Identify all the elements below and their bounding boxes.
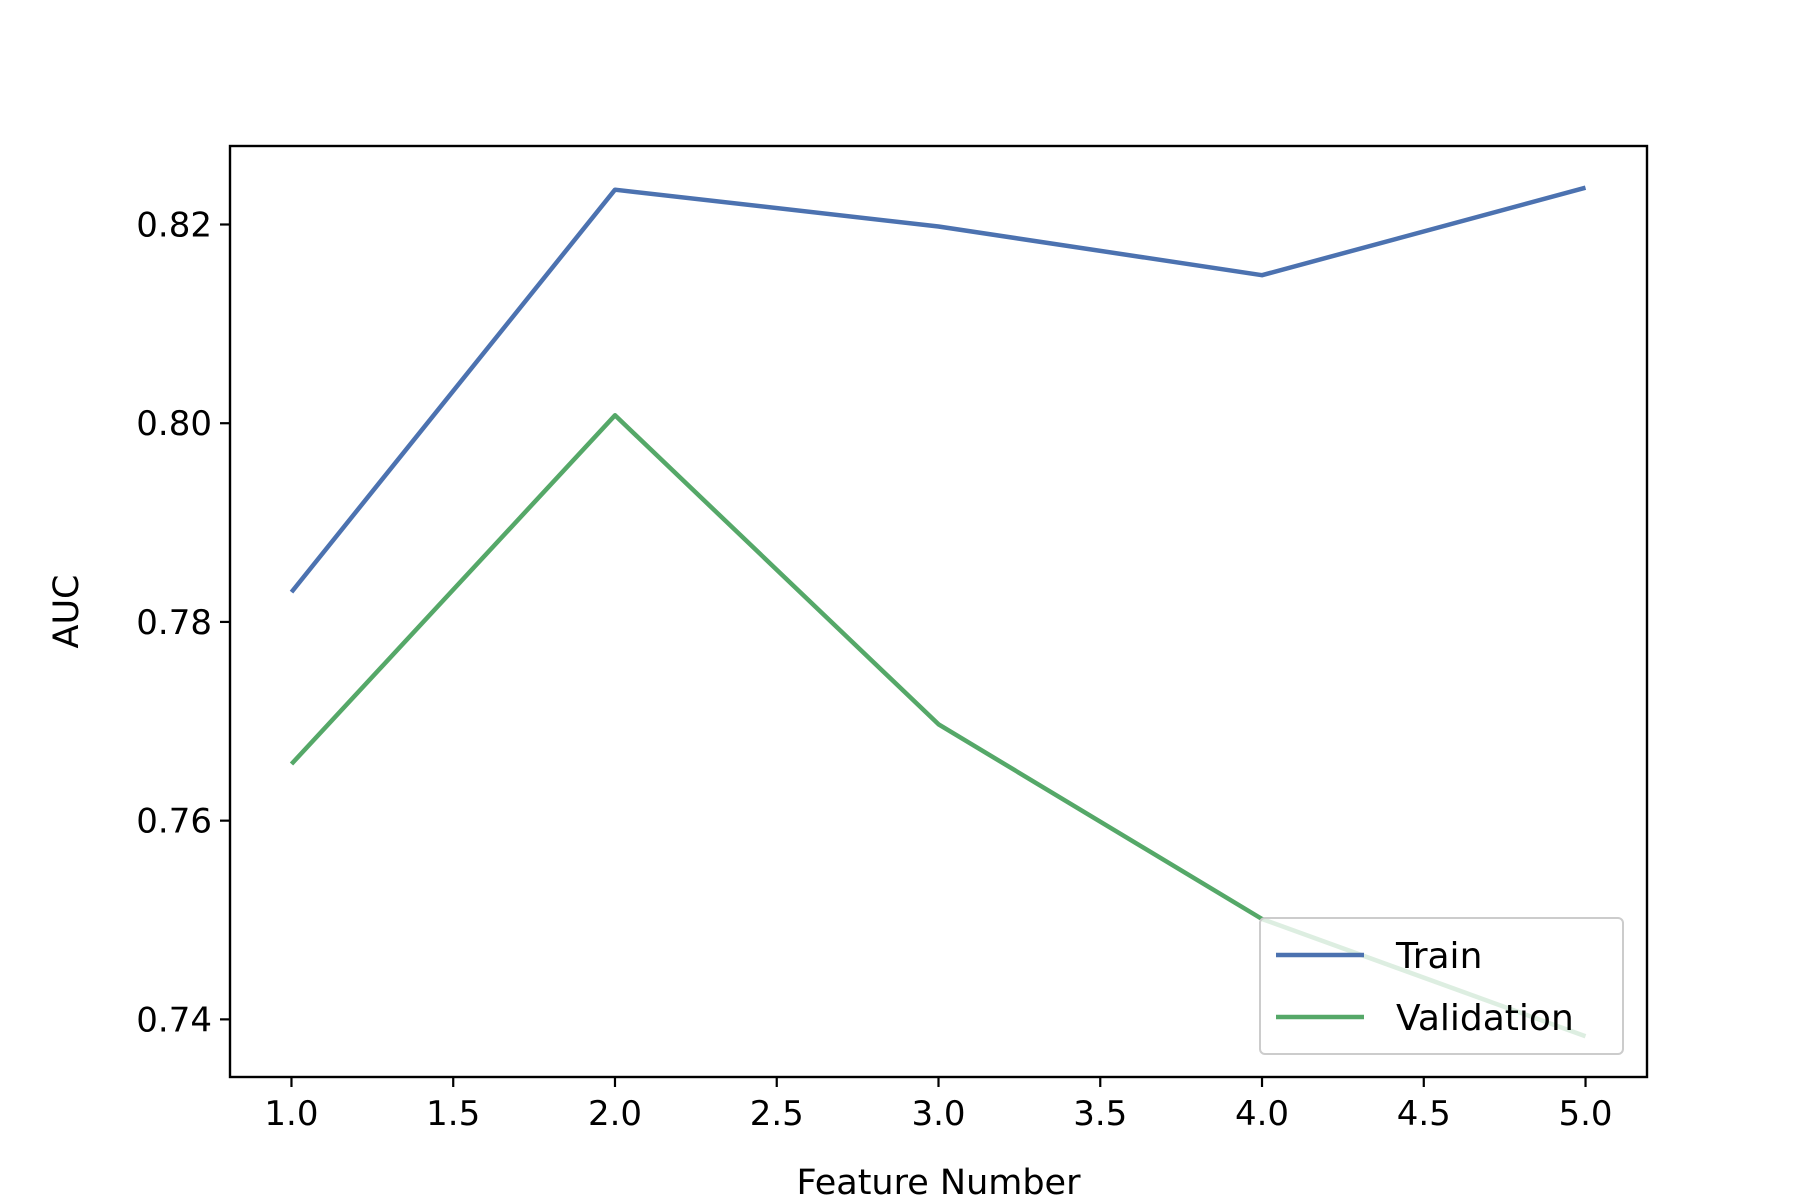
legend-box <box>1259 917 1624 1055</box>
x-axis-label: Feature Number <box>797 1163 1082 1200</box>
y-tick-label: 0.80 <box>136 404 212 444</box>
y-tick-label: 0.76 <box>136 802 212 842</box>
x-tick-label: 1.5 <box>426 1094 480 1134</box>
y-axis: 0.74 0.76 0.78 0.80 0.82 <box>136 205 230 1040</box>
legend-label: Train <box>1395 936 1482 977</box>
y-tick-label: 0.78 <box>136 603 212 643</box>
x-tick-label: 5.0 <box>1558 1094 1612 1134</box>
x-tick-label: 2.0 <box>588 1094 642 1134</box>
legend-label: Validation <box>1396 998 1574 1039</box>
y-tick-label: 0.82 <box>136 205 212 245</box>
x-tick-label: 4.0 <box>1235 1094 1289 1134</box>
y-tick-label: 0.74 <box>136 1000 212 1040</box>
x-tick-label: 1.0 <box>264 1094 318 1134</box>
legend-entries: Train Validation <box>1276 936 1574 1039</box>
x-tick-label: 3.5 <box>1073 1094 1127 1134</box>
x-tick-label: 2.5 <box>750 1094 804 1134</box>
x-axis: 1.0 1.5 2.0 2.5 3.0 3.5 4.0 4.5 5.0 <box>264 1077 1613 1134</box>
legend: Train Validation <box>1259 917 1624 1055</box>
x-tick-label: 3.0 <box>911 1094 965 1134</box>
y-axis-label: AUC <box>47 575 87 649</box>
x-tick-label: 4.5 <box>1397 1094 1451 1134</box>
